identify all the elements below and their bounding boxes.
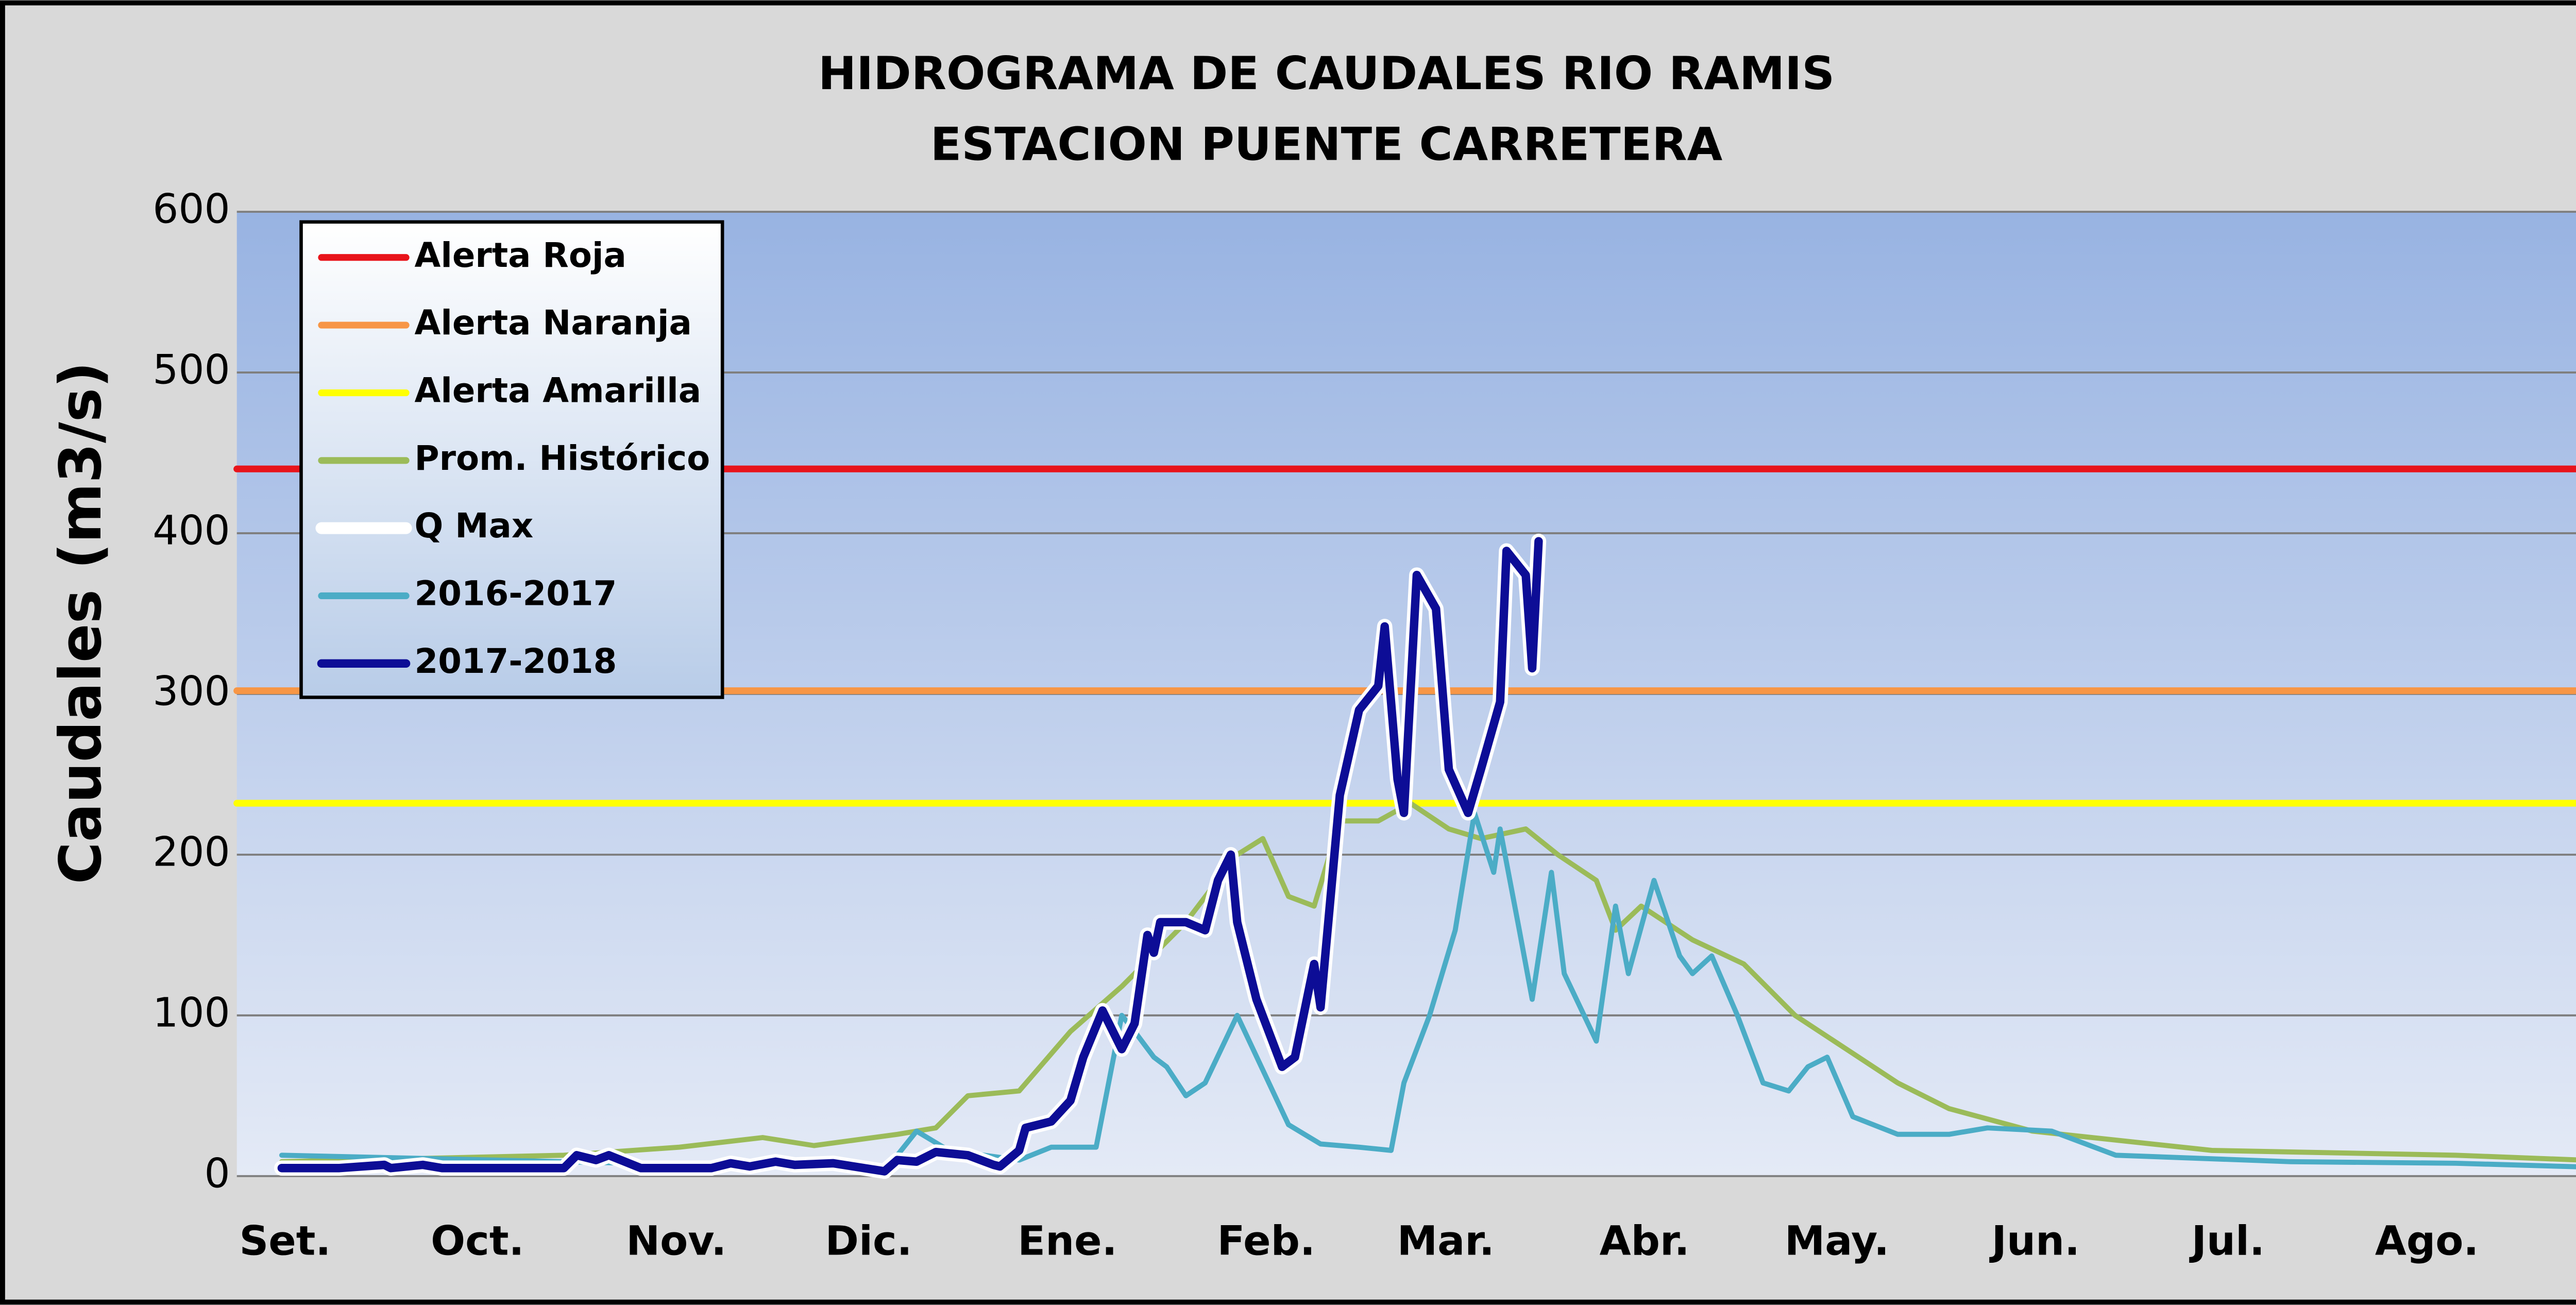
y-tick-label: 600 <box>152 185 230 233</box>
series-line <box>279 801 2576 1164</box>
x-tick-label: Abr. <box>1600 1217 1690 1265</box>
legend: Alerta Roja Alerta Naranja Alerta Amarilla… <box>299 220 724 699</box>
x-tick-label: Jul. <box>2189 1217 2265 1265</box>
x-tick-label: Feb. <box>1217 1217 1315 1265</box>
y-tick-label: 200 <box>152 828 230 875</box>
y-tick-label: 300 <box>152 667 230 715</box>
legend-label: Q Max <box>415 506 534 546</box>
legend-label: Alerta Naranja <box>415 303 692 343</box>
y-tick-label: 100 <box>152 989 230 1036</box>
y-axis-title: Caudales (m3/s) <box>47 362 114 884</box>
x-tick-label: Ago. <box>2375 1217 2479 1265</box>
legend-label: Prom. Histórico <box>415 439 710 478</box>
x-tick-label: Dic. <box>825 1217 912 1265</box>
x-tick-label: Ene. <box>1018 1217 1117 1265</box>
legend-label: Alerta Amarilla <box>415 371 702 410</box>
y-tick-label: 400 <box>152 506 230 554</box>
y-tick-label: 500 <box>152 346 230 394</box>
x-tick-label: Jun. <box>1989 1217 2080 1265</box>
chart-subtitle: ESTACION PUENTE CARRETERA <box>930 118 1723 171</box>
x-tick-label: Mar. <box>1397 1217 1495 1265</box>
chart-title: HIDROGRAMA DE CAUDALES RIO RAMIS <box>818 47 1835 100</box>
legend-label: Alerta Roja <box>415 236 626 275</box>
legend-label: 2017-2018 <box>415 642 617 681</box>
series-line <box>277 537 1543 1176</box>
x-tick-label: Nov. <box>626 1217 726 1265</box>
x-tick-label: May. <box>1785 1217 1889 1265</box>
series-line <box>279 810 2576 1174</box>
y-tick-label: 0 <box>204 1149 230 1197</box>
x-tick-label: Set. <box>240 1217 331 1265</box>
legend-label: 2016-2017 <box>415 574 617 614</box>
x-tick-label: Oct. <box>431 1217 524 1265</box>
